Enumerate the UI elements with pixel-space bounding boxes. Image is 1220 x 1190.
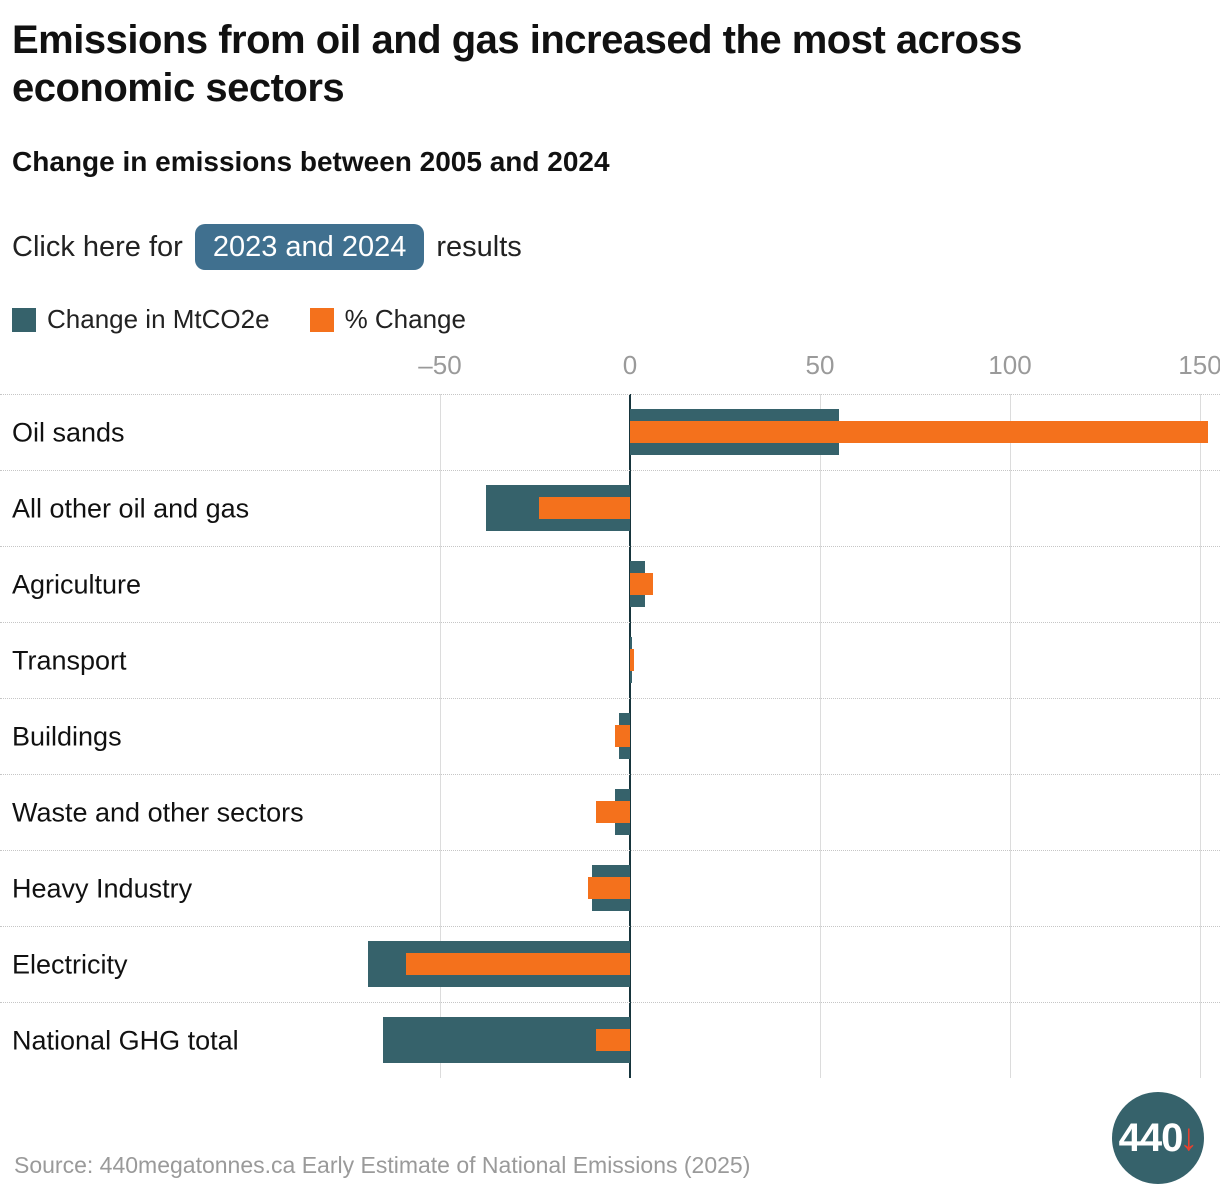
chart-row-national-ghg-total: National GHG total bbox=[0, 1002, 1220, 1078]
x-tick-label: –50 bbox=[418, 350, 462, 380]
chart-row-transport: Transport bbox=[0, 622, 1220, 698]
bar-pct-oil-sands bbox=[630, 421, 1208, 443]
chart-row-waste-and-other-sectors: Waste and other sectors bbox=[0, 774, 1220, 850]
chart-row-agriculture: Agriculture bbox=[0, 546, 1220, 622]
category-label: National GHG total bbox=[12, 1025, 239, 1055]
category-label: Waste and other sectors bbox=[12, 797, 304, 827]
x-tick-label: 50 bbox=[805, 350, 835, 380]
bar-pct-national-ghg-total bbox=[595, 1029, 630, 1051]
bar-pct-transport bbox=[630, 649, 634, 671]
legend-swatch-pct bbox=[309, 307, 334, 332]
x-axis: –50 0 50 100 150 bbox=[0, 346, 1220, 386]
chart-subtitle: Change in emissions between 2005 and 202… bbox=[12, 146, 610, 177]
bar-pct-agriculture bbox=[630, 573, 653, 595]
bar-pct-electricity bbox=[405, 953, 630, 975]
x-tick-label: 100 bbox=[988, 350, 1032, 380]
logo-down-arrow-icon: ↓ bbox=[1179, 1116, 1198, 1159]
legend: Change in MtCO2e % Change bbox=[12, 304, 1204, 335]
legend-swatch-mtco2e bbox=[12, 307, 36, 332]
chart-row-electricity: Electricity bbox=[0, 926, 1220, 1002]
source-note: Source: 440megatonnes.ca Early Estimate … bbox=[14, 1152, 751, 1178]
chart-row-heavy-industry: Heavy Industry bbox=[0, 850, 1220, 926]
page-title: Emissions from oil and gas increased the… bbox=[12, 18, 1022, 110]
logo-number: 440 bbox=[1118, 1115, 1184, 1160]
chart-row-all-other-oil-and-gas: All other oil and gas bbox=[0, 470, 1220, 546]
bar-pct-heavy-industry bbox=[588, 877, 630, 899]
zero-line bbox=[629, 394, 631, 1078]
bar-pct-buildings bbox=[614, 725, 630, 747]
chart-row-buildings: Buildings bbox=[0, 698, 1220, 774]
legend-item-mtco2e: Change in MtCO2e bbox=[12, 304, 270, 335]
gridline bbox=[440, 394, 441, 1078]
year-toggle-button[interactable]: 2023 and 2024 bbox=[194, 224, 425, 271]
cta-prefix: Click here for bbox=[12, 230, 183, 263]
header: Emissions from oil and gas increased the… bbox=[0, 0, 1220, 335]
cta-line: Click here for 2023 and 2024 results bbox=[12, 224, 1204, 271]
legend-label-pct: % Change bbox=[344, 304, 466, 335]
category-label: Agriculture bbox=[12, 569, 142, 599]
category-label: Transport bbox=[12, 645, 127, 675]
category-label: Buildings bbox=[12, 721, 122, 751]
cta-suffix: results bbox=[436, 230, 522, 263]
gridline bbox=[1200, 394, 1201, 1078]
gridline bbox=[820, 394, 821, 1078]
plot-area: Oil sands All other oil and gas Agricultur… bbox=[0, 394, 1220, 1078]
bar-mtco2e-national-ghg-total bbox=[383, 1017, 630, 1063]
gridline bbox=[1010, 394, 1011, 1078]
category-label: Oil sands bbox=[12, 417, 125, 447]
legend-label-mtco2e: Change in MtCO2e bbox=[47, 304, 270, 335]
category-label: Electricity bbox=[12, 949, 128, 979]
category-label: All other oil and gas bbox=[12, 493, 250, 523]
x-tick-label: 150 bbox=[1178, 350, 1220, 380]
brand-logo-440: 440 ↓ bbox=[1112, 1092, 1204, 1184]
legend-item-pct: % Change bbox=[309, 304, 466, 335]
bar-pct-waste-and-other-sectors bbox=[595, 801, 630, 823]
chart-row-oil-sands: Oil sands bbox=[0, 394, 1220, 470]
x-tick-label: 0 bbox=[622, 350, 638, 380]
bar-pct-all-other-oil-and-gas bbox=[538, 497, 630, 519]
category-label: Heavy Industry bbox=[12, 873, 193, 903]
